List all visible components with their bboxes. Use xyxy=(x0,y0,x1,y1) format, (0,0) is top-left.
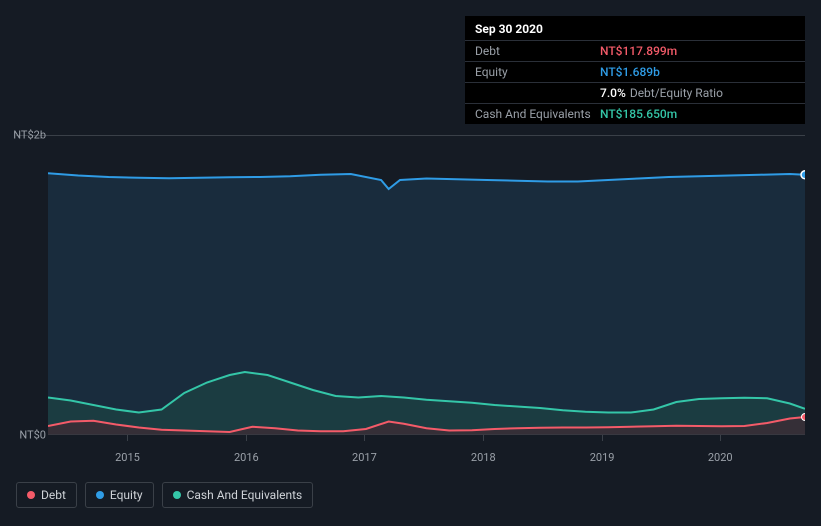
chart-tooltip: Sep 30 2020 DebtNT$117.899mEquityNT$1.68… xyxy=(465,16,805,124)
y-tick-bottom: NT$0 xyxy=(19,429,46,442)
tooltip-label: Equity xyxy=(475,65,600,79)
legend-item[interactable]: Equity xyxy=(85,482,154,508)
legend: Debt Equity Cash And Equivalents xyxy=(16,482,313,508)
tooltip-date: Sep 30 2020 xyxy=(465,16,805,41)
legend-dot-icon xyxy=(27,491,35,499)
tooltip-suffix: Debt/Equity Ratio xyxy=(630,86,723,100)
series-fill xyxy=(48,173,805,435)
chart-area: NT$2b NT$0 2015 2016 2017 2018 2019 2020 xyxy=(16,120,805,465)
x-tick-label: 2020 xyxy=(708,451,733,464)
tooltip-value: NT$185.650m xyxy=(600,107,677,121)
x-tick-mark xyxy=(602,435,603,441)
x-tick-label: 2017 xyxy=(352,451,377,464)
x-tick-mark xyxy=(483,435,484,441)
legend-dot-icon xyxy=(96,491,104,499)
x-tick-mark xyxy=(720,435,721,441)
legend-item[interactable]: Debt xyxy=(16,482,77,508)
x-tick-label: 2019 xyxy=(590,451,615,464)
legend-dot-icon xyxy=(173,491,181,499)
tooltip-label: Debt xyxy=(475,44,600,58)
legend-item[interactable]: Cash And Equivalents xyxy=(162,482,314,508)
tooltip-label xyxy=(475,86,600,100)
legend-label: Cash And Equivalents xyxy=(187,488,303,502)
x-tick-label: 2018 xyxy=(471,451,496,464)
tooltip-row: EquityNT$1.689b xyxy=(465,62,805,83)
chart-plot[interactable] xyxy=(48,135,805,435)
tooltip-row: DebtNT$117.899m xyxy=(465,41,805,62)
tooltip-value: NT$1.689b xyxy=(600,65,660,79)
x-tick-label: 2015 xyxy=(115,451,140,464)
x-tick-mark xyxy=(246,435,247,441)
hover-marker xyxy=(801,171,805,179)
x-tick-label: 2016 xyxy=(234,451,259,464)
x-axis: 2015 2016 2017 2018 2019 2020 xyxy=(48,435,805,465)
x-tick-mark xyxy=(127,435,128,441)
legend-label: Debt xyxy=(41,488,66,502)
tooltip-value: 7.0% xyxy=(600,86,626,100)
tooltip-label: Cash And Equivalents xyxy=(475,107,600,121)
tooltip-value: NT$117.899m xyxy=(600,44,677,58)
hover-marker-debt xyxy=(802,414,806,421)
x-tick-mark xyxy=(364,435,365,441)
tooltip-row: 7.0% Debt/Equity Ratio xyxy=(465,83,805,104)
y-tick-top: NT$2b xyxy=(13,129,46,142)
legend-label: Equity xyxy=(110,488,143,502)
